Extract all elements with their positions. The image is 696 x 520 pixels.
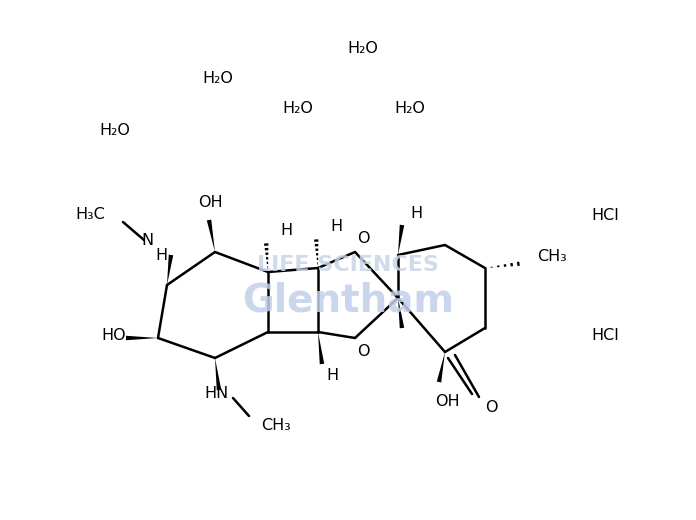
Polygon shape (437, 352, 445, 382)
Text: Glentham: Glentham (242, 281, 454, 319)
Text: H: H (155, 248, 167, 263)
Text: H₂O: H₂O (203, 71, 233, 85)
Text: H₂O: H₂O (100, 123, 130, 137)
Polygon shape (398, 298, 404, 328)
Polygon shape (318, 332, 324, 365)
Text: H: H (330, 218, 342, 233)
Text: HCl: HCl (591, 207, 619, 223)
Text: OH: OH (435, 395, 459, 410)
Text: H₂O: H₂O (347, 41, 379, 56)
Text: OH: OH (198, 194, 222, 210)
Text: CH₃: CH₃ (261, 419, 291, 434)
Text: HN: HN (205, 386, 229, 401)
Text: H₂O: H₂O (395, 100, 425, 115)
Text: H: H (326, 369, 338, 384)
Polygon shape (215, 358, 221, 391)
Text: H: H (410, 205, 422, 220)
Text: HO: HO (102, 328, 126, 343)
Polygon shape (126, 336, 158, 340)
Text: LIFE SCIENCES: LIFE SCIENCES (257, 255, 439, 275)
Text: O: O (357, 230, 370, 245)
Text: HCl: HCl (591, 328, 619, 343)
Text: O: O (484, 400, 497, 415)
Text: O: O (357, 345, 370, 359)
Text: H₂O: H₂O (283, 100, 313, 115)
Polygon shape (398, 225, 404, 255)
Text: CH₃: CH₃ (537, 249, 567, 264)
Polygon shape (207, 219, 215, 252)
Text: H₃C: H₃C (75, 206, 105, 222)
Text: N: N (141, 232, 153, 248)
Polygon shape (167, 255, 173, 285)
Text: H: H (280, 223, 292, 238)
